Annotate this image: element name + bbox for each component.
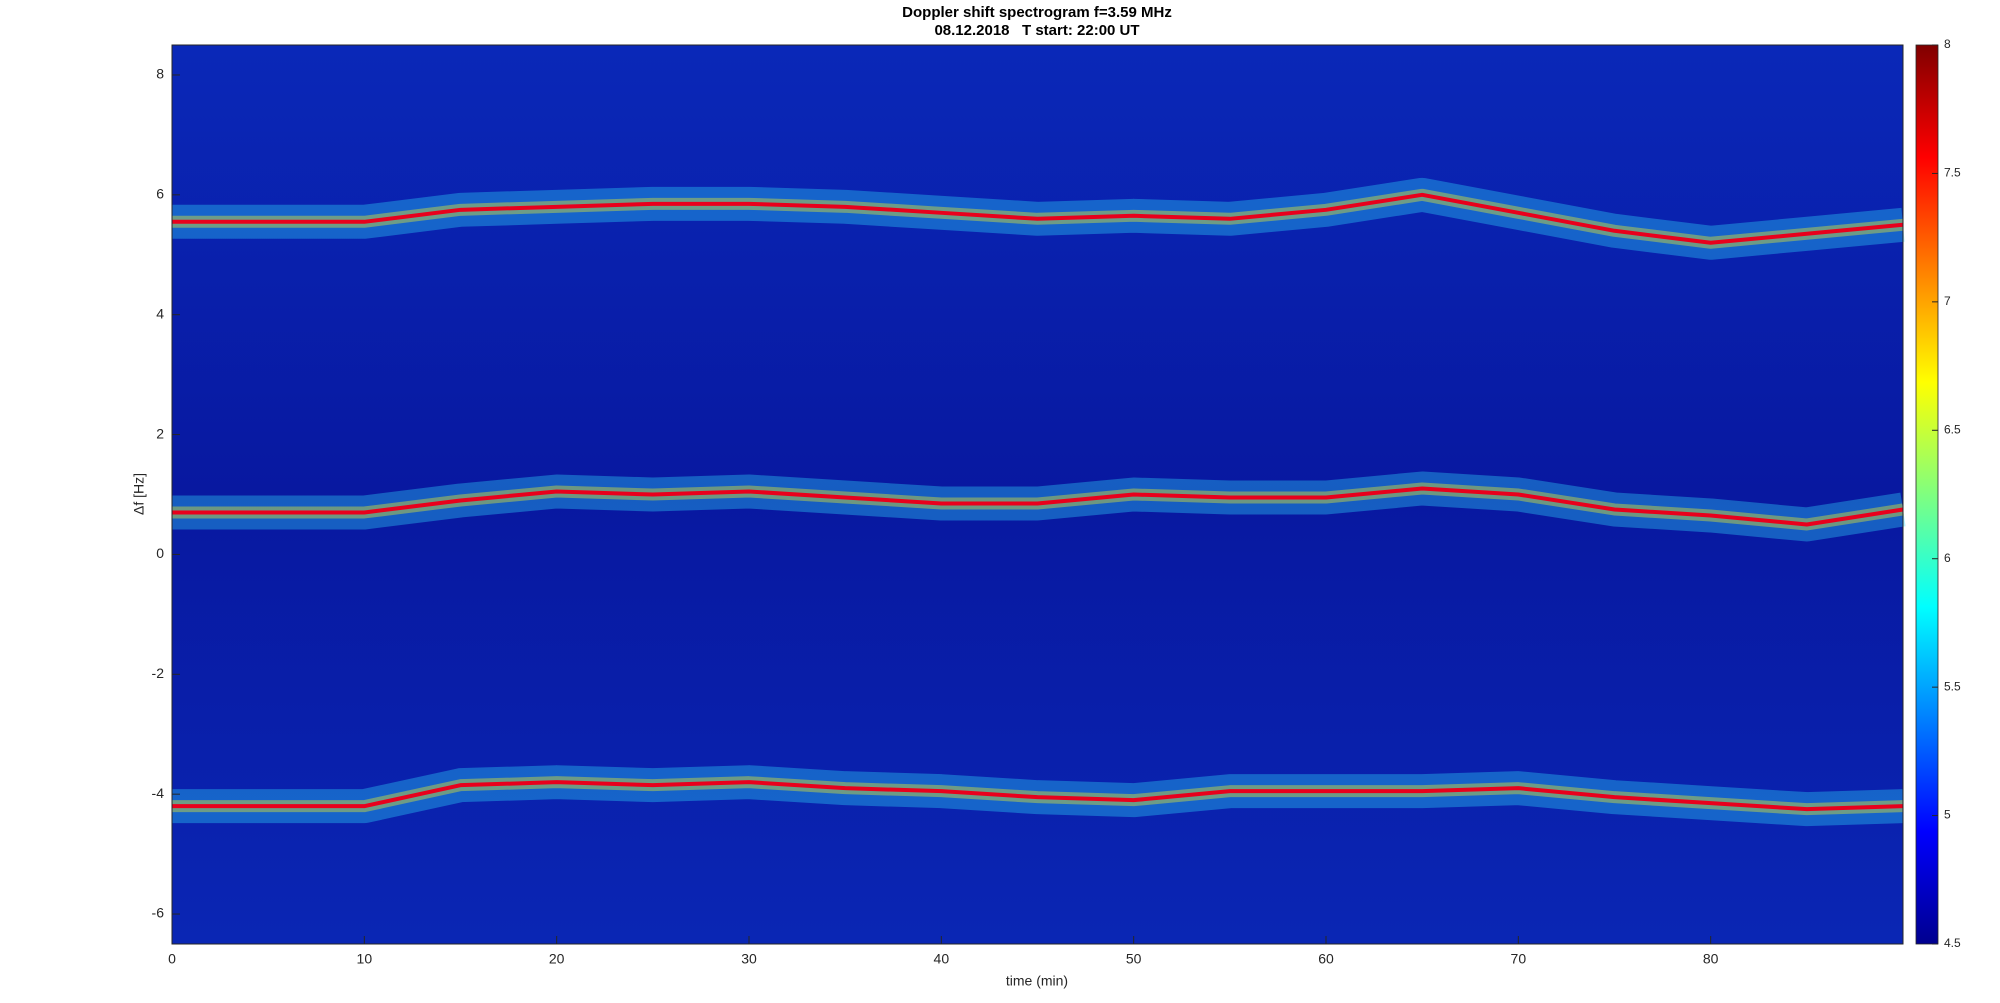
chart-subtitle: 08.12.2018 T start: 22:00 UT [934,22,1139,39]
y-tick-label: 4 [156,305,164,321]
y-tick-label: 2 [156,425,164,441]
y-tick-label: -4 [152,785,165,801]
plot-background [172,45,1903,944]
colorbar [1915,44,1939,945]
y-tick-label: 8 [156,66,164,82]
colorbar-tick-label: 4.5 [1944,936,1961,950]
signal-trace [172,780,1904,812]
x-tick-label: 30 [741,951,757,967]
x-axis-label: time (min) [1006,973,1068,989]
colorbar-tick-label: 6.5 [1944,422,1961,436]
signal-trace [172,192,1904,245]
x-tick-label: 40 [934,951,950,967]
x-tick-label: 0 [168,951,176,967]
x-tick-label: 20 [549,951,565,967]
x-tick-label: 80 [1703,951,1719,967]
x-tick-label: 60 [1318,951,1334,967]
x-tick-label: 50 [1126,951,1142,967]
colorbar-tick-label: 7.5 [1944,166,1961,180]
colorbar-tick-label: 6 [1944,551,1951,565]
plot-frame [171,44,1904,945]
colorbar-tick-label: 7 [1944,294,1951,308]
y-axis-label: Δf [Hz] [131,473,147,515]
chart-title: Doppler shift spectrogram f=3.59 MHz [902,4,1172,21]
y-tick-label: -2 [152,665,165,681]
colorbar-tick-label: 5.5 [1944,679,1961,693]
x-tick-label: 10 [357,951,373,967]
colorbar-tick-label: 5 [1944,808,1951,822]
y-tick-label: 6 [156,186,164,202]
signal-trace [172,486,1904,527]
x-tick-label: 70 [1511,951,1527,967]
y-tick-label: 0 [156,545,164,561]
colorbar-tick-label: 8 [1944,37,1951,51]
y-tick-label: -6 [152,905,165,921]
